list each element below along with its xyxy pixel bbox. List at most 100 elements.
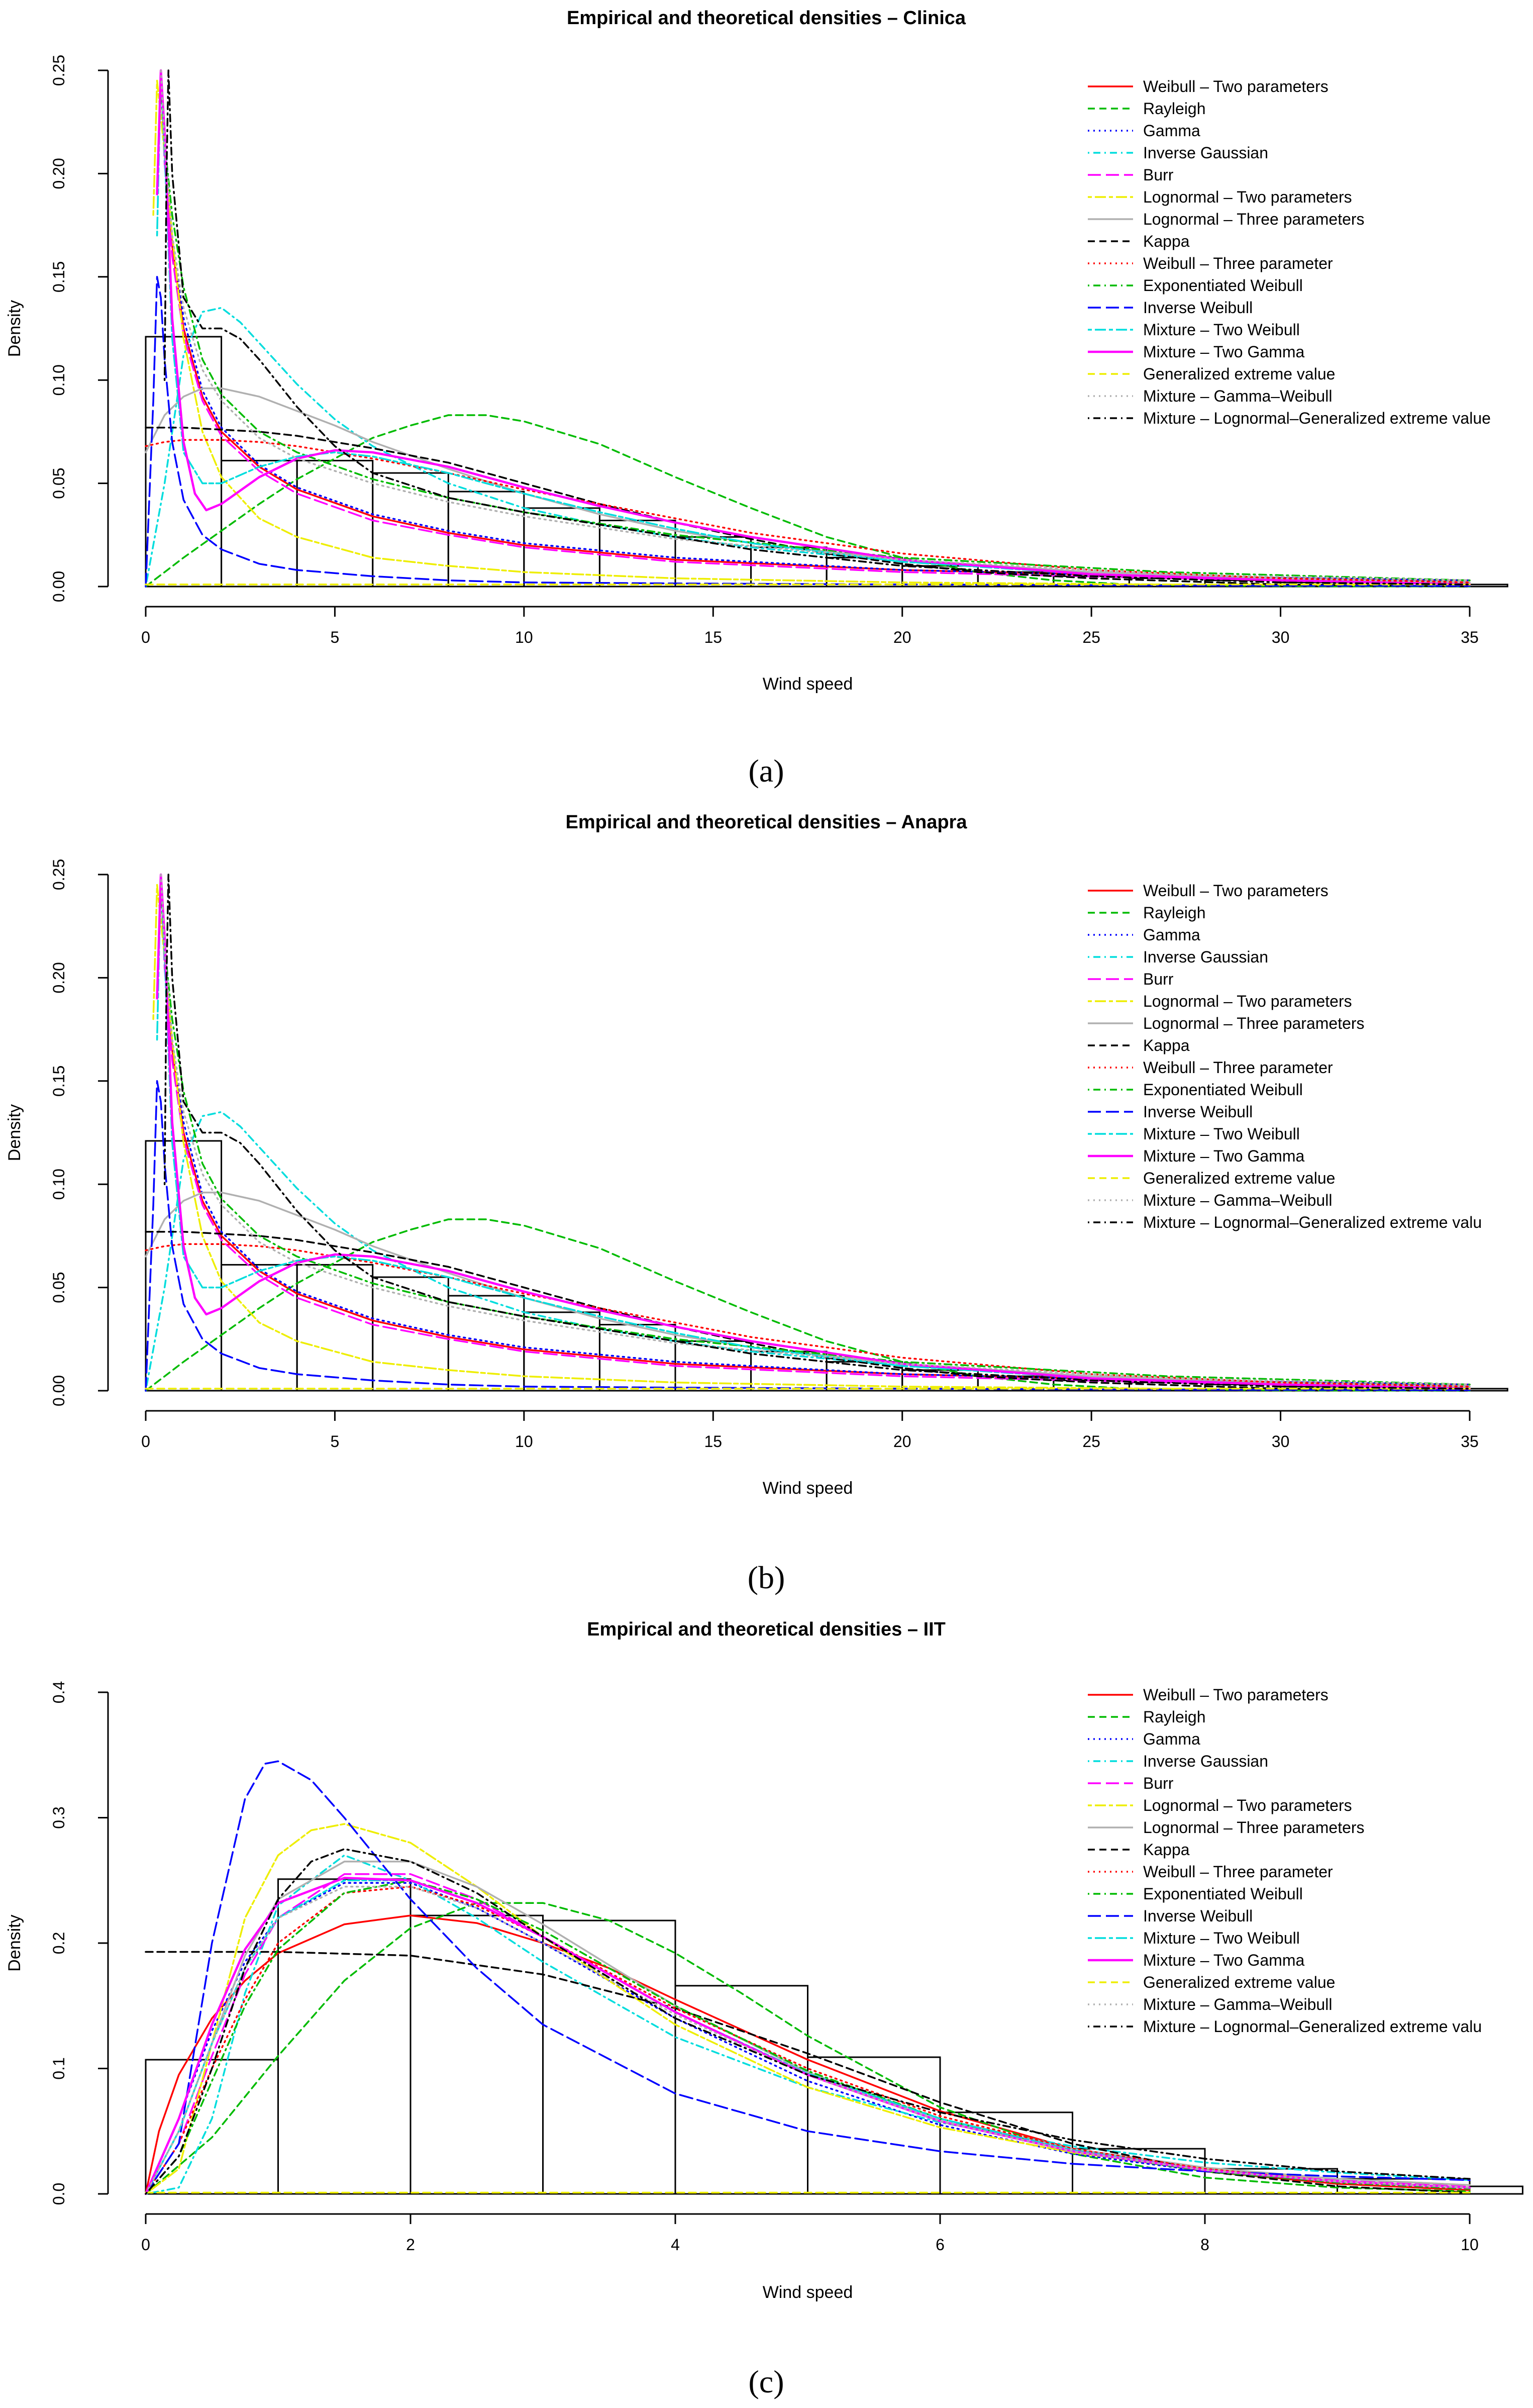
x-axis-label: Wind speed [763, 1479, 853, 1498]
legend-label: Kappa [1143, 232, 1190, 250]
legend-label: Gamma [1143, 122, 1200, 140]
x-tick-label: 25 [1082, 628, 1100, 646]
legend-label: Mixture – Two Gamma [1143, 1147, 1304, 1165]
legend-label: Mixture – Gamma–Weibull [1143, 387, 1332, 405]
y-tick-label: 0.0 [50, 2183, 68, 2205]
legend-label: Mixture – Gamma–Weibull [1143, 1191, 1332, 1209]
x-tick-label: 0 [141, 628, 150, 646]
legend-label: Weibull – Three parameter [1143, 1863, 1333, 1881]
x-tick-label: 30 [1272, 1432, 1290, 1451]
x-tick-label: 15 [704, 628, 722, 646]
panel-label: (b) [748, 1560, 785, 1595]
legend-label: Mixture – Gamma–Weibull [1143, 1995, 1332, 2013]
chart-panel-3: Empirical and theoretical densities – II… [5, 1619, 1523, 2399]
x-tick-label: 10 [515, 628, 533, 646]
legend-label: Inverse Weibull [1143, 299, 1253, 317]
series-line-invgauss [145, 1854, 1471, 2195]
x-tick-label: 5 [331, 1432, 340, 1451]
series-line-kappa [145, 1951, 1471, 2194]
x-tick-label: 2 [406, 2236, 415, 2254]
x-tick-label: 30 [1272, 628, 1290, 646]
series-line-invweibull [145, 1760, 1471, 2195]
series-line-gamma [145, 1882, 1471, 2195]
series-line-lognorm2 [152, 79, 1471, 587]
x-axis-label: Wind speed [763, 2283, 853, 2302]
series-line-mixgammaweibull [160, 69, 1471, 582]
legend-label: Inverse Gaussian [1143, 948, 1268, 966]
legend-label: Lognormal – Two parameters [1143, 992, 1352, 1010]
y-tick-label: 0.3 [50, 1806, 68, 1828]
legend-label: Lognormal – Three parameters [1143, 210, 1365, 228]
legend-label: Mixture – Two Weibull [1143, 321, 1300, 339]
y-tick-label: 0.20 [50, 962, 68, 993]
y-tick-label: 0.10 [50, 364, 68, 396]
legend-label: Weibull – Two parameters [1143, 882, 1328, 900]
series-line-mixgammaweibull [160, 874, 1471, 1386]
series-line-mixlngev [163, 874, 1471, 1390]
y-tick-label: 0.20 [50, 158, 68, 189]
chart-panel-1: Empirical and theoretical densities – Cl… [5, 8, 1508, 789]
series-line-mixlngev [163, 69, 1471, 586]
y-tick-label: 0.10 [50, 1169, 68, 1200]
histogram-bar [277, 1878, 412, 2195]
legend-label: Rayleigh [1143, 1708, 1206, 1726]
legend-label: Generalized extreme value [1143, 1169, 1335, 1187]
legend-label: Exponentiated Weibull [1143, 276, 1303, 295]
chart-title: Empirical and theoretical densities – Cl… [567, 8, 966, 29]
legend-label: Mixture – Lognormal–Generalized extreme … [1143, 409, 1491, 427]
legend-label: Inverse Weibull [1143, 1907, 1253, 1925]
legend-label: Weibull – Three parameter [1143, 254, 1333, 272]
legend-label: Weibull – Three parameter [1143, 1058, 1333, 1077]
y-tick-label: 0.4 [50, 1681, 68, 1703]
y-tick-label: 0.05 [50, 1272, 68, 1303]
legend-label: Inverse Weibull [1143, 1103, 1253, 1121]
legend-label: Burr [1143, 1774, 1174, 1792]
y-tick-label: 0.15 [50, 261, 68, 293]
chart-title: Empirical and theoretical densities – II… [587, 1619, 946, 1640]
series-line-rayleigh [145, 1218, 1471, 1392]
series-line-mixgammaweibull [145, 1885, 1471, 2195]
legend-label: Inverse Gaussian [1143, 1752, 1268, 1770]
legend-label: Lognormal – Three parameters [1143, 1818, 1365, 1837]
legend: Weibull – Two parameters Rayleigh Gamma Inv… [1088, 77, 1491, 427]
panel-label: (a) [748, 753, 784, 789]
series-line-burr [160, 69, 1471, 584]
legend: Weibull – Two parameters Rayleigh Gamma Inv… [1088, 882, 1482, 1231]
legend-label: Weibull – Two parameters [1143, 77, 1328, 95]
legend-label: Exponentiated Weibull [1143, 1885, 1303, 1903]
y-tick-label: 0.00 [50, 571, 68, 602]
series-line-mixweibull [156, 874, 1471, 1390]
series-line-mixlngev [145, 1848, 1471, 2195]
x-tick-label: 6 [936, 2236, 945, 2254]
legend-label: Mixture – Lognormal–Generalized extreme … [1143, 1213, 1482, 1231]
y-tick-label: 0.25 [50, 859, 68, 890]
x-tick-label: 4 [671, 2236, 680, 2254]
legend-label: Exponentiated Weibull [1143, 1081, 1303, 1099]
legend-label: Kappa [1143, 1841, 1190, 1859]
x-tick-label: 20 [893, 628, 911, 646]
legend-label: Generalized extreme value [1143, 365, 1335, 383]
series-line-rayleigh [145, 1902, 1471, 2195]
y-axis-label: Density [5, 1104, 24, 1161]
x-tick-label: 0 [141, 1432, 150, 1451]
legend-label: Burr [1143, 166, 1174, 184]
legend-label: Lognormal – Two parameters [1143, 1796, 1352, 1814]
legend-label: Mixture – Two Gamma [1143, 1951, 1304, 1969]
histogram-bar [410, 1914, 544, 2195]
x-tick-label: 25 [1082, 1432, 1100, 1451]
x-tick-label: 0 [141, 2236, 150, 2254]
x-tick-label: 20 [893, 1432, 911, 1451]
x-tick-label: 35 [1461, 628, 1479, 646]
x-tick-label: 5 [331, 628, 340, 646]
legend-label: Burr [1143, 970, 1174, 988]
x-tick-label: 35 [1461, 1432, 1479, 1451]
x-tick-label: 8 [1200, 2236, 1209, 2254]
x-tick-label: 10 [515, 1432, 533, 1451]
chart-panel-2: Empirical and theoretical densities – An… [5, 812, 1508, 1595]
series-line-weibull3 [145, 1885, 1471, 2195]
legend-label: Weibull – Two parameters [1143, 1686, 1328, 1704]
legend-label: Gamma [1143, 1730, 1200, 1748]
legend-label: Rayleigh [1143, 100, 1206, 118]
y-tick-label: 0.05 [50, 467, 68, 499]
series-line-expweibull [160, 90, 1471, 582]
